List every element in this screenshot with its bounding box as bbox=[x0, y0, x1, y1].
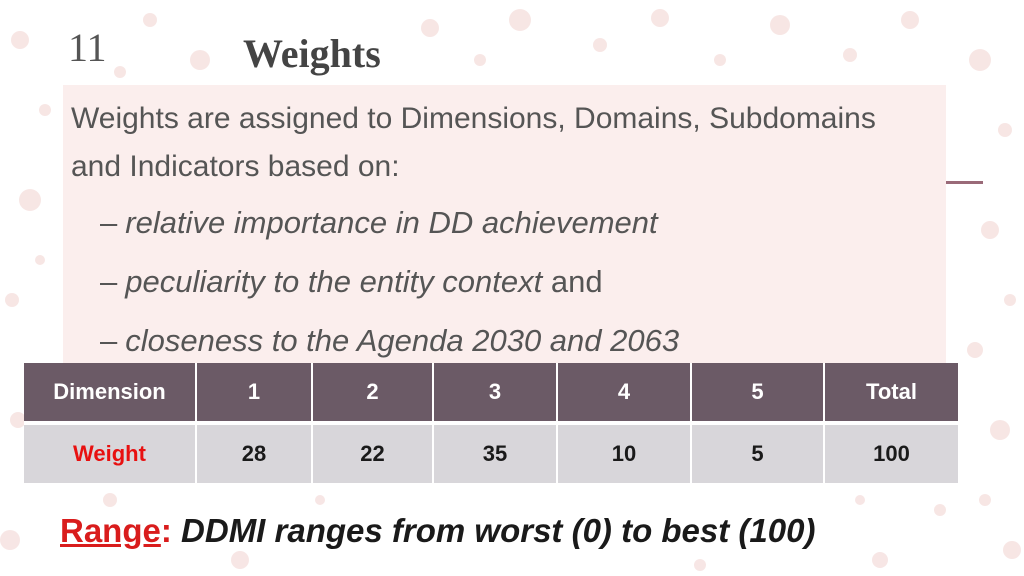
header-cell: 1 bbox=[196, 363, 313, 421]
header-cell: 3 bbox=[433, 363, 558, 421]
header-cell: 4 bbox=[557, 363, 692, 421]
accent-line bbox=[946, 181, 983, 184]
range-text: DDMI ranges from worst (0) to best (100) bbox=[171, 512, 816, 549]
header-cell-total: Total bbox=[824, 363, 958, 421]
weights-table: Dimension 1 2 3 4 5 Total Weight 28 22 3… bbox=[24, 363, 958, 483]
content-box bbox=[63, 85, 946, 365]
slide-number: 11 bbox=[68, 25, 107, 70]
bullet-item: – peculiarity to the entity context and bbox=[100, 264, 603, 300]
bullet-item: – closeness to the Agenda 2030 and 2063 bbox=[100, 323, 679, 359]
bullet-dash: – bbox=[100, 205, 118, 240]
table-cell: 10 bbox=[557, 425, 692, 483]
table-header-row: Dimension 1 2 3 4 5 Total bbox=[24, 363, 958, 421]
table-cell: 35 bbox=[433, 425, 558, 483]
table-spacer bbox=[24, 421, 958, 425]
bullet-dash: – bbox=[100, 264, 118, 299]
table-cell: 28 bbox=[196, 425, 313, 483]
table-cell: 5 bbox=[691, 425, 825, 483]
bullet-suffix: and bbox=[542, 264, 603, 299]
table-cell: 22 bbox=[312, 425, 434, 483]
header-cell-dimension: Dimension bbox=[24, 363, 197, 421]
bullet-item: – relative importance in DD achievement bbox=[100, 205, 658, 241]
slide-title: Weights bbox=[243, 31, 381, 76]
header-cell: 2 bbox=[312, 363, 434, 421]
bullet-text: closeness to the Agenda 2030 and 2063 bbox=[125, 323, 680, 358]
row-label-weight: Weight bbox=[24, 425, 197, 483]
bullet-text: relative importance in DD achievement bbox=[125, 205, 658, 240]
bullet-dash: – bbox=[100, 323, 118, 358]
range-statement: Range: DDMI ranges from worst (0) to bes… bbox=[60, 512, 815, 550]
table-row: Weight 28 22 35 10 5 100 bbox=[24, 425, 958, 483]
range-label: Range bbox=[60, 512, 161, 549]
header-cell: 5 bbox=[691, 363, 825, 421]
table-cell-total: 100 bbox=[824, 425, 958, 483]
intro-text: Weights are assigned to Dimensions, Doma… bbox=[71, 102, 876, 183]
bullet-text: peculiarity to the entity context bbox=[125, 264, 543, 299]
range-colon: : bbox=[160, 512, 172, 549]
